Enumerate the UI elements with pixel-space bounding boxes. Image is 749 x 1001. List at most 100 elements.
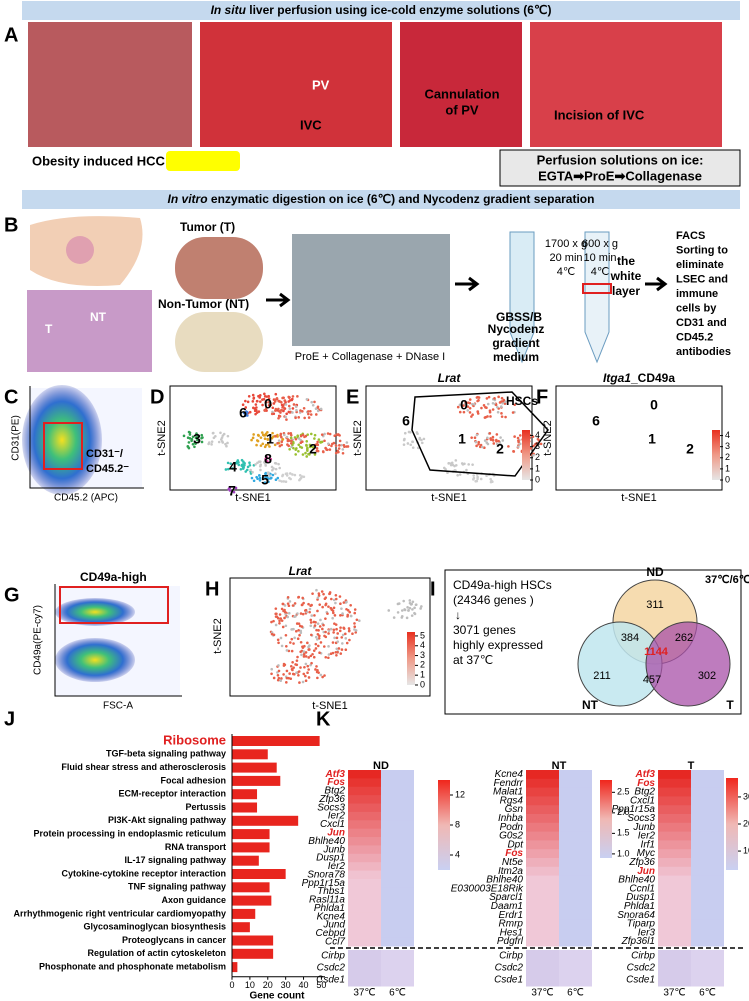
tsne-point [282, 406, 285, 409]
tsne-point [489, 438, 493, 441]
heatmap-cell [526, 950, 559, 963]
tsne-point [476, 475, 479, 479]
tsne-point [329, 627, 333, 631]
tsne-point [281, 474, 284, 478]
tsne-point [308, 607, 312, 611]
tsne-point [277, 439, 281, 442]
tsne-point [415, 431, 419, 434]
tsne-point [347, 629, 351, 633]
tsne-point [309, 409, 312, 413]
tsne-point [270, 465, 274, 469]
tsne-point [252, 479, 256, 483]
heatmap-cell [559, 950, 592, 963]
gene-label: Ier2 [328, 861, 346, 872]
heatmap-cell [381, 795, 414, 805]
label: CD45.2 [676, 331, 713, 343]
tsne-point [279, 434, 282, 437]
heatmap-cell [381, 937, 414, 947]
tsne-point [409, 443, 413, 447]
tsne-point [321, 627, 324, 631]
tsne-point [322, 630, 326, 634]
tsne-point [239, 468, 243, 471]
label: immune [676, 288, 718, 300]
bar [232, 948, 274, 959]
gene-label: Cxcl1 [320, 819, 345, 830]
tsne-point [302, 655, 306, 658]
tsne-point [304, 662, 308, 666]
gene-label: Thbs1 [317, 886, 345, 897]
tsne-point [293, 636, 296, 640]
panel-letter: H [205, 578, 219, 600]
tsne-point [511, 411, 515, 414]
tsne-point [495, 438, 498, 442]
gene-label: Bhlhe40 [308, 836, 345, 847]
category-label: Protein processing in endoplasmic reticu… [33, 828, 226, 838]
tsne-point [450, 461, 454, 465]
tsne-point [339, 602, 342, 605]
panel-letter: I [430, 578, 436, 600]
heatmap-cell [658, 849, 691, 859]
tsne-point [301, 433, 305, 437]
tsne-point [407, 609, 410, 612]
heatmap-cell [381, 878, 414, 888]
column-label: 6℃ [389, 988, 406, 999]
category-label: ECM-receptor interaction [118, 789, 226, 799]
axis-label: t-SNE1 [431, 492, 466, 504]
bar [232, 815, 299, 826]
tsne-point [310, 661, 313, 665]
bar [232, 802, 258, 813]
tsne-point [504, 415, 507, 419]
tsne-point [281, 625, 285, 629]
cluster-label: 1 [266, 431, 274, 447]
tsne-point [289, 441, 293, 445]
panel-letter: F [536, 386, 548, 408]
histology-label: T [45, 322, 53, 336]
heatmap-cell [348, 795, 381, 805]
tsne-point [296, 395, 299, 398]
tsne-point [264, 401, 268, 404]
heatmap-cell [381, 950, 414, 963]
heatmap-cell [348, 811, 381, 821]
tsne-point [476, 410, 480, 413]
colorbar-tick-label: 2 [725, 452, 730, 462]
tsne-point [299, 612, 303, 615]
tsne-point [346, 615, 349, 618]
heatmap-cell [691, 778, 724, 789]
tsne-point [246, 414, 249, 417]
tsne-point [290, 649, 294, 653]
heatmap-cell [526, 928, 559, 938]
tsne-point [413, 612, 417, 616]
tsne-point [456, 405, 460, 409]
photo [200, 22, 392, 147]
cluster-label: 7 [228, 483, 236, 499]
tsne-point [264, 432, 268, 436]
tsne-point [358, 619, 361, 623]
bar [232, 749, 268, 760]
tsne-point [301, 440, 304, 444]
tsne-point [288, 600, 292, 603]
tsne-point [314, 443, 317, 447]
gene-label: Csde1 [626, 975, 655, 986]
heatmap-cell [348, 770, 381, 779]
tsne-point [324, 596, 328, 599]
colorbar [407, 632, 415, 685]
tsne-point [275, 612, 278, 616]
tsne-point [466, 405, 470, 408]
tsne-point [186, 445, 190, 448]
tsne-point [302, 653, 306, 656]
tsne-point [225, 444, 228, 448]
tsne-point [255, 443, 258, 447]
tsne-point [306, 671, 309, 675]
tsne-point [284, 415, 287, 419]
tsne-point [266, 471, 270, 475]
gene-label: Ppp1r15a [302, 878, 346, 889]
header-italic: In situ [211, 3, 247, 17]
cluster-label: 5 [261, 472, 269, 488]
tsne-point [282, 673, 285, 676]
tsne-point [475, 479, 479, 483]
tsne-point [323, 634, 326, 638]
heatmap-cell [526, 937, 559, 947]
sample-label: Tumor (T) [180, 220, 235, 234]
axis-label: t-SNE2 [542, 420, 554, 455]
tsne-point [330, 444, 333, 448]
